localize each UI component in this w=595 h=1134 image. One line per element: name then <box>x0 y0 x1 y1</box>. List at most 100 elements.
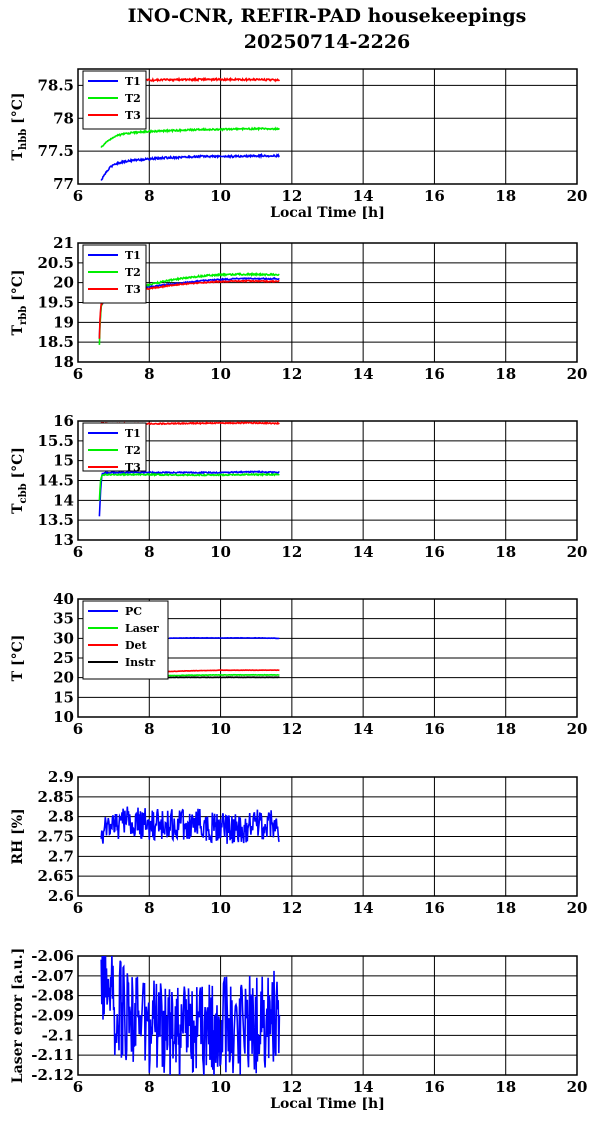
x-tick-label: 20 <box>567 365 588 383</box>
y-tick-label: 77 <box>53 175 74 193</box>
series-line-t1 <box>98 469 280 517</box>
series-line-t2 <box>100 126 281 148</box>
x-tick-label: 20 <box>567 720 588 738</box>
legend-label: Laser <box>125 622 159 635</box>
panels-group: 6 8 10 12 14 16 18 20 77 77.5 78 78.5 Thbb [°C] Local… <box>10 68 588 1112</box>
x-tick-label: 14 <box>353 365 374 383</box>
x-tick-label: 12 <box>281 543 302 561</box>
legend-label: T3 <box>125 283 141 296</box>
x-tick-label: 20 <box>567 899 588 917</box>
x-tick-label: 12 <box>281 365 302 383</box>
y-tick-label: -2.12 <box>31 1066 74 1084</box>
x-tick-label: 18 <box>495 365 516 383</box>
y-axis-label: Thbb [°C] <box>10 93 29 161</box>
x-tick-label: 10 <box>210 187 231 205</box>
y-tick-label: 2.7 <box>48 847 74 865</box>
x-tick-label: 18 <box>495 720 516 738</box>
x-tick-label: 6 <box>73 543 83 561</box>
y-tick-label: 14 <box>53 491 74 509</box>
series-line-data <box>100 806 281 844</box>
x-tick-label: 20 <box>567 187 588 205</box>
x-tick-label: 18 <box>495 899 516 917</box>
legend: T1 T2 T3 <box>82 70 147 130</box>
legend: PC Laser Det Instr <box>82 600 169 680</box>
x-tick-label: 16 <box>424 187 445 205</box>
plot-frame <box>77 598 578 718</box>
y-tick-label: 78.5 <box>37 76 74 94</box>
x-tick-label: 18 <box>495 1078 516 1096</box>
panel-1: 6 8 10 12 14 16 18 20 77 77.5 78 78.5 Thbb [°C] Local… <box>10 68 588 221</box>
plot-frame <box>77 242 578 363</box>
y-tick-label: 18.5 <box>37 333 74 351</box>
x-tick-label: 8 <box>144 899 154 917</box>
y-tick-label: 19 <box>53 313 74 331</box>
legend-label: T2 <box>125 92 141 105</box>
plot-frame <box>77 68 578 185</box>
x-tick-label: 6 <box>73 899 83 917</box>
x-tick-label: 6 <box>73 365 83 383</box>
legend-label: T2 <box>125 266 141 279</box>
legend-label: T3 <box>125 109 141 122</box>
x-tick-label: 16 <box>424 365 445 383</box>
series-line-pc <box>168 636 280 640</box>
x-tick-label: 14 <box>353 187 374 205</box>
y-tick-label: -2.07 <box>31 967 74 985</box>
y-tick-label: 16 <box>53 412 74 430</box>
x-tick-label: 12 <box>281 187 302 205</box>
y-tick-label: -2.11 <box>31 1046 74 1064</box>
legend: T1 T2 T3 <box>82 244 147 304</box>
x-tick-label: 8 <box>144 365 154 383</box>
legend-label: T1 <box>125 249 141 262</box>
x-tick-label: 12 <box>281 720 302 738</box>
y-tick-label: 25 <box>53 649 74 667</box>
x-tick-label: 12 <box>281 899 302 917</box>
x-tick-label: 20 <box>567 1078 588 1096</box>
y-tick-label: 2.6 <box>48 887 74 905</box>
y-tick-label: 20.5 <box>37 254 74 272</box>
y-axis-label: T [°C] <box>10 635 26 682</box>
panel-6: 6 8 10 12 14 16 18 20 -2.06 -2.07 -2.08 -2.09-2.1 -2… <box>10 947 588 1112</box>
y-tick-label: 15.5 <box>37 432 74 450</box>
y-tick-label: -2.1 <box>42 1026 74 1044</box>
y-tick-label: 2.75 <box>37 828 74 846</box>
y-tick-label: 20 <box>53 274 74 292</box>
legend-label: T2 <box>125 444 141 457</box>
y-tick-label: 18 <box>53 353 74 371</box>
y-tick-label: 40 <box>53 590 74 608</box>
y-tick-label: 10 <box>53 708 74 726</box>
x-tick-label: 6 <box>73 720 83 738</box>
y-tick-label: 2.65 <box>37 867 74 885</box>
y-axis-label: Trbb [°C] <box>10 270 29 336</box>
y-tick-label: 2.8 <box>48 808 74 826</box>
plot-frame <box>77 776 578 897</box>
x-tick-label: 8 <box>144 543 154 561</box>
x-tick-label: 16 <box>424 543 445 561</box>
y-tick-label: 2.9 <box>48 768 74 786</box>
legend-label: Det <box>125 639 148 652</box>
x-tick-label: 20 <box>567 543 588 561</box>
series-line-t1 <box>100 152 281 181</box>
y-tick-label: 20 <box>53 669 74 687</box>
x-tick-label: 14 <box>353 1078 374 1096</box>
x-tick-label: 18 <box>495 543 516 561</box>
x-tick-label: 10 <box>210 1078 231 1096</box>
x-axis-label: Local Time [h] <box>270 1096 385 1112</box>
y-tick-label: 15 <box>53 688 74 706</box>
y-tick-label: 13.5 <box>37 511 74 529</box>
plot-frame <box>77 955 578 1076</box>
x-tick-label: 16 <box>424 720 445 738</box>
x-tick-label: 10 <box>210 899 231 917</box>
x-tick-label: 14 <box>353 720 374 738</box>
legend-box <box>82 422 147 472</box>
x-tick-label: 14 <box>353 899 374 917</box>
y-tick-label: -2.09 <box>31 1007 74 1025</box>
y-tick-label: 35 <box>53 610 74 628</box>
x-tick-label: 16 <box>424 899 445 917</box>
x-tick-label: 8 <box>144 1078 154 1096</box>
y-tick-label: -2.06 <box>31 947 74 965</box>
y-tick-label: 13 <box>53 531 74 549</box>
